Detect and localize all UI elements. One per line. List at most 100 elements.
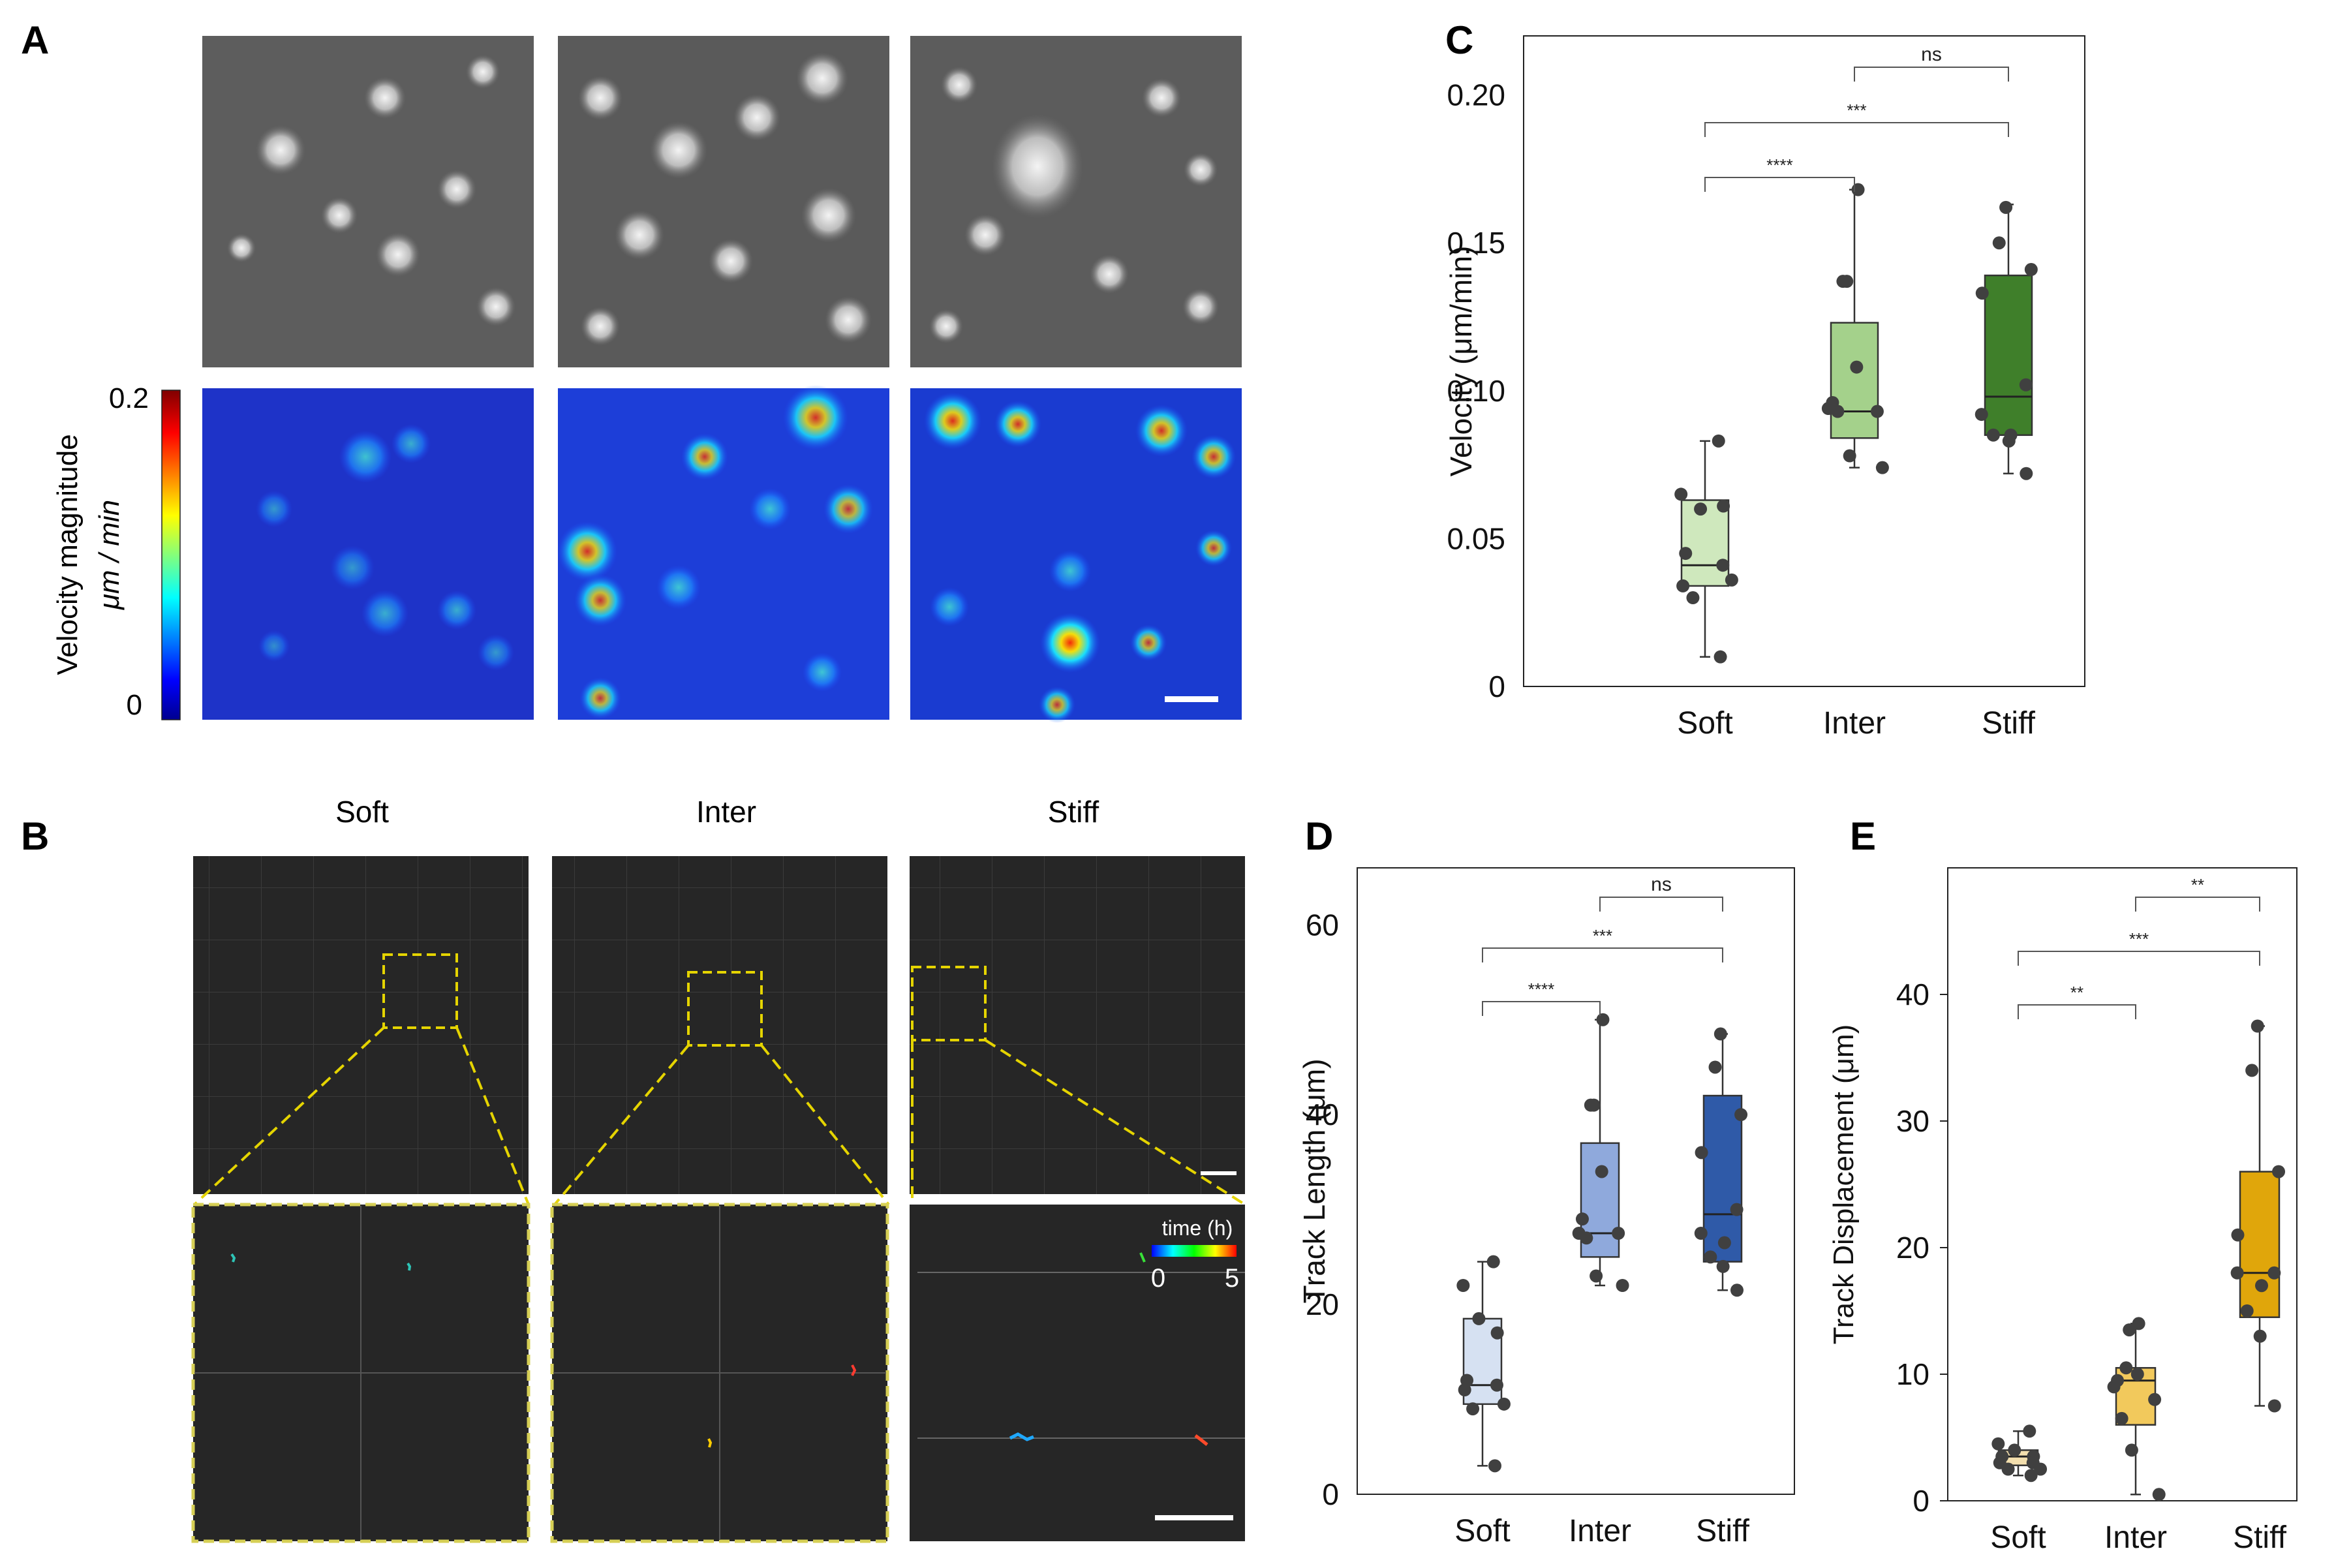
time-legend-min: 0 — [1151, 1264, 1165, 1293]
x-tick-label: Inter — [2104, 1520, 2167, 1555]
cell — [615, 210, 664, 260]
y-tick-label: 10 — [1896, 1357, 1929, 1391]
y-axis-label: Track Displacement (μm) — [1828, 1024, 1860, 1345]
cell — [964, 214, 1006, 256]
data-point — [1730, 1284, 1744, 1297]
condition-label-inter: Inter — [696, 795, 756, 829]
cell — [578, 76, 622, 120]
data-point — [1575, 1212, 1589, 1226]
data-point — [1831, 405, 1845, 418]
cell — [992, 114, 1083, 219]
panel-b: B Soft Inter Stiff — [21, 795, 1246, 1543]
data-point — [1713, 1027, 1727, 1041]
data-point — [1734, 1108, 1748, 1122]
panel-b-label: B — [21, 814, 49, 858]
data-point — [2245, 1064, 2259, 1077]
data-point — [1590, 1269, 1603, 1283]
data-point — [1486, 1255, 1500, 1268]
data-point — [1712, 434, 1725, 448]
data-point — [1490, 1326, 1504, 1340]
x-tick-label: Soft — [1677, 706, 1732, 741]
cell — [466, 55, 500, 89]
data-point — [1836, 275, 1850, 288]
significance-label: ** — [2191, 875, 2204, 895]
data-point — [2132, 1317, 2145, 1330]
data-point — [2034, 1462, 2048, 1476]
data-point — [1870, 405, 1884, 418]
data-point — [1708, 1060, 1722, 1074]
cell — [437, 170, 476, 209]
cell — [581, 307, 620, 346]
data-point — [1686, 591, 1700, 605]
y-tick-label: 20 — [1306, 1287, 1339, 1321]
y-tick-label: 0 — [1913, 1484, 1929, 1518]
data-point — [1490, 1378, 1503, 1392]
significance-label: *** — [1593, 926, 1612, 945]
heatmap-inter — [557, 385, 889, 720]
y-tick-label: 0.10 — [1447, 374, 1505, 408]
y-tick-label: 0.05 — [1447, 521, 1505, 555]
heatmap-soft — [202, 388, 534, 720]
data-point — [1694, 502, 1708, 516]
data-point — [2020, 467, 2033, 480]
x-tick-label: Soft — [1990, 1520, 2046, 1555]
cell — [796, 52, 848, 104]
chart-track-displacement: 0 10 20 30 40 Track Displacement (μm) Soft Inte… — [1828, 867, 2297, 1555]
significance-label: ns — [1921, 44, 1942, 65]
data-point — [1472, 1312, 1486, 1325]
data-point — [2230, 1266, 2244, 1280]
x-tick-label: Inter — [1569, 1514, 1631, 1548]
data-point — [1730, 1203, 1744, 1216]
condition-label-stiff: Stiff — [1048, 795, 1099, 829]
significance-bracket — [2135, 897, 2260, 912]
cell — [376, 232, 420, 277]
heatmap-stiff — [910, 388, 1242, 723]
data-point — [2130, 1368, 2144, 1381]
data-point — [1875, 461, 1889, 474]
y-tick-label: 40 — [1306, 1098, 1339, 1131]
significance-bracket — [1704, 177, 1855, 192]
condition-label-soft: Soft — [335, 795, 389, 829]
data-point — [1986, 428, 2000, 442]
data-point — [1596, 1013, 1610, 1026]
cell — [1182, 288, 1219, 325]
data-point — [1992, 236, 2006, 250]
data-point — [1725, 573, 1738, 587]
chart-velocity: 0 0.05 0.10 0.15 0.20 Velocity (μm/min) Soft In… — [1444, 35, 2085, 741]
cell — [733, 94, 780, 141]
chart-track-length: 0 20 40 60 Track Length (μm) Soft Inter Stiff ns… — [1297, 867, 1795, 1548]
x-tick-label: Stiff — [2233, 1520, 2286, 1555]
significance-label: *** — [1847, 100, 1866, 120]
data-point — [2023, 1424, 2036, 1438]
cell — [227, 234, 256, 262]
time-colorbar — [1152, 1245, 1237, 1257]
scale-bar — [1155, 1515, 1233, 1520]
y-tick-label: 0.20 — [1447, 78, 1505, 112]
data-point — [2125, 1443, 2138, 1457]
y-tick-label: 0 — [1322, 1477, 1339, 1511]
y-axis-label: Track Length (μm) — [1297, 1058, 1331, 1303]
track-overview-soft — [193, 856, 529, 1194]
significance-label: ns — [1651, 874, 1672, 895]
x-tick-label: Soft — [1454, 1514, 1510, 1548]
significance-label: *** — [2129, 929, 2149, 949]
data-point — [2123, 1323, 2136, 1337]
data-point — [2115, 1411, 2128, 1425]
zoom-connectors — [193, 1026, 1246, 1206]
box — [1702, 1094, 1743, 1263]
track-zoom-stiff: time (h) 0 5 — [910, 1205, 1245, 1541]
data-point — [1676, 579, 1690, 592]
data-point — [2231, 1228, 2245, 1242]
data-point — [1999, 200, 2013, 214]
data-point — [2001, 1462, 2015, 1476]
data-point — [1704, 1250, 1717, 1264]
data-point — [1716, 1259, 1730, 1273]
data-point — [2119, 1361, 2133, 1375]
significance-bracket — [2018, 1004, 2136, 1019]
plot-frame — [1947, 867, 2297, 1501]
x-tick-label: Inter — [1823, 706, 1886, 741]
plot-frame — [1357, 867, 1795, 1495]
cell — [650, 121, 707, 179]
y-tick-label: 0.15 — [1447, 226, 1505, 260]
box — [1984, 274, 2033, 437]
